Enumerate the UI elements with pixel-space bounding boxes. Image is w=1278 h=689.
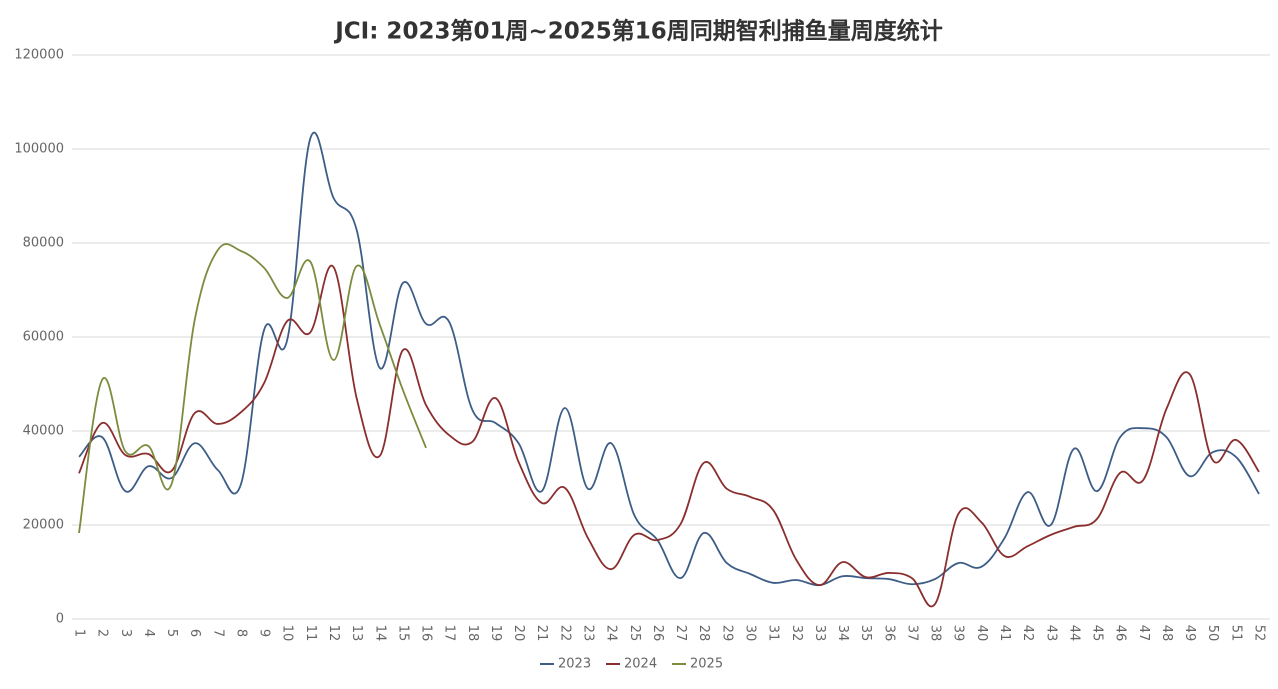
x-tick-label: 17 [442,625,457,642]
x-tick-label: 21 [534,625,549,642]
legend-item: 2023 [540,657,591,672]
y-tick-label: 120000 [14,48,64,63]
series-line [78,264,1260,608]
x-tick-label: 40 [974,625,989,642]
x-tick-label: 9 [257,629,272,637]
legend-item: 2024 [606,657,657,672]
x-tick-label: 27 [673,625,688,642]
x-tick-label: 11 [303,625,318,642]
x-tick-label: 24 [604,625,619,642]
x-tick-label: 5 [164,629,179,637]
y-tick-label: 60000 [23,330,64,345]
x-tick-label: 47 [1136,625,1151,642]
x-tick-label: 26 [650,625,665,642]
legend-label: 2023 [558,657,591,672]
x-tick-label: 13 [349,625,364,642]
y-tick-label: 40000 [23,424,64,439]
x-tick-label: 35 [858,625,873,642]
x-tick-label: 39 [951,625,966,642]
legend-label: 2024 [624,657,657,672]
x-tick-label: 25 [627,625,642,642]
x-tick-label: 50 [1205,625,1220,642]
y-tick-label: 20000 [23,518,64,533]
x-tick-label: 7 [210,629,225,637]
x-tick-label: 10 [280,625,295,642]
x-tick-label: 3 [118,629,133,637]
x-tick-label: 33 [812,625,827,642]
x-tick-label: 42 [1020,625,1035,642]
series-line [78,131,1260,587]
x-tick-label: 18 [465,625,480,642]
x-tick-label: 31 [766,625,781,642]
x-tick-label: 46 [1113,625,1128,642]
x-tick-label: 52 [1252,625,1267,642]
x-tick-label: 4 [141,629,156,637]
x-tick-label: 23 [581,625,596,642]
legend-label: 2025 [690,657,723,672]
x-tick-label: 6 [187,629,202,637]
x-tick-label: 48 [1159,625,1174,642]
series-line [78,243,427,534]
x-tick-label: 8 [233,629,248,637]
x-tick-label: 36 [881,625,896,642]
x-tick-label: 37 [904,625,919,642]
x-tick-label: 22 [557,625,572,642]
y-tick-label: 0 [56,612,64,627]
y-tick-label: 100000 [14,142,64,157]
x-tick-label: 34 [835,625,850,642]
x-tick-label: 20 [511,625,526,642]
x-tick-label: 43 [1043,625,1058,642]
chart-title: JCI: 2023第01周~2025第16周同期智利捕鱼量周度统计 [333,18,943,45]
x-tick-label: 44 [1066,625,1081,642]
x-tick-label: 15 [395,625,410,642]
x-tick-label: 32 [789,625,804,642]
x-tick-label: 29 [719,625,734,642]
x-tick-label: 38 [928,625,943,642]
x-tick-label: 49 [1182,625,1197,642]
x-tick-label: 14 [372,625,387,642]
x-tick-label: 1 [72,629,87,637]
x-tick-label: 2 [95,629,110,637]
x-tick-label: 16 [419,625,434,642]
x-tick-label: 51 [1228,625,1243,642]
x-tick-label: 45 [1090,625,1105,642]
legend-item: 2025 [672,657,723,672]
x-tick-label: 19 [488,625,503,642]
x-tick-label: 28 [696,625,711,642]
x-tick-label: 12 [326,625,341,642]
y-tick-label: 80000 [23,236,64,251]
x-tick-label: 30 [742,625,757,642]
x-tick-label: 41 [997,625,1012,642]
